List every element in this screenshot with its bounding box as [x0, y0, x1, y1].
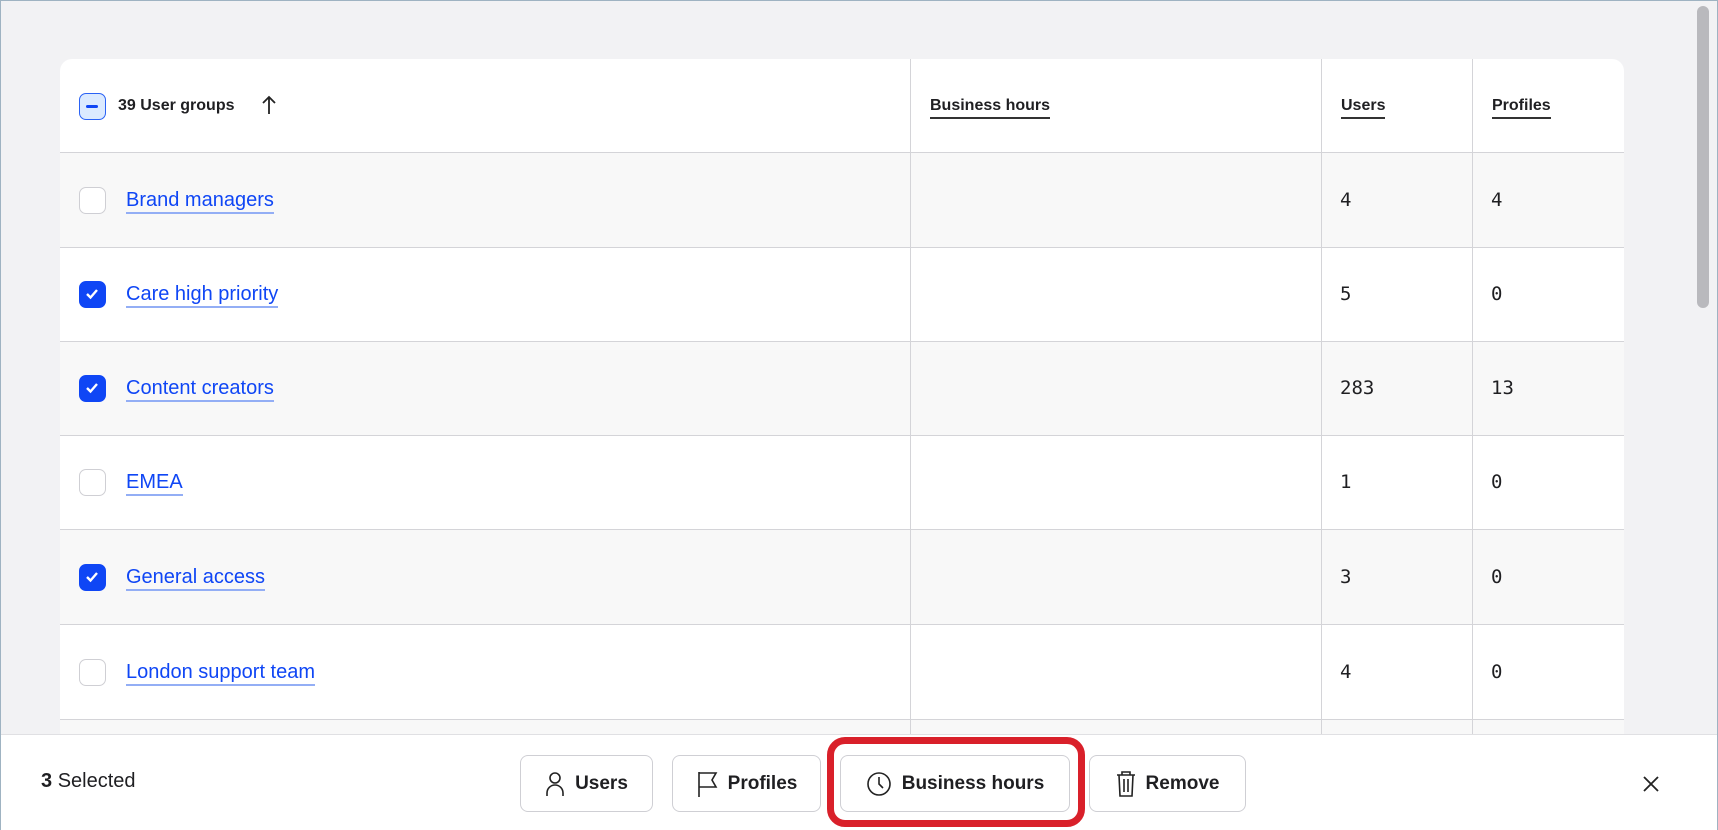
business-hours-button[interactable]: Business hours [840, 755, 1070, 812]
table-row: London support team 4 0 [60, 625, 1624, 720]
profiles-header[interactable]: Profiles [1492, 95, 1551, 119]
group-count-header[interactable]: 39 User groups [118, 97, 235, 114]
profiles-cell: 0 [1491, 661, 1503, 683]
arrow-up-icon[interactable] [261, 95, 277, 115]
profiles-button[interactable]: Profiles [672, 755, 821, 812]
highlight-annotation [827, 737, 1085, 827]
profiles-cell: 0 [1491, 566, 1503, 588]
group-name-link[interactable]: Brand managers [126, 188, 274, 214]
users-header[interactable]: Users [1341, 95, 1386, 119]
group-name-link[interactable]: General access [126, 565, 265, 591]
group-name-link[interactable]: Care high priority [126, 282, 279, 308]
table-row: EMEA 1 0 [60, 436, 1624, 530]
business-hours-header[interactable]: Business hours [930, 95, 1051, 119]
table-row: Care high priority 5 0 [60, 248, 1624, 342]
table-row: General access 3 0 [60, 530, 1624, 625]
clock-icon [866, 771, 891, 796]
table-row: Brand managers 4 4 [60, 153, 1624, 248]
user-icon [546, 771, 564, 796]
bulk-action-bar: 3 Selected Users Profiles Business hours… [1, 734, 1717, 830]
table-row: Content creators 283 13 [60, 342, 1624, 436]
group-name-link[interactable]: London support team [126, 660, 316, 686]
users-button[interactable]: Users [520, 755, 653, 812]
profiles-cell: 0 [1491, 471, 1503, 493]
row-checkbox[interactable] [79, 564, 106, 591]
close-icon[interactable] [1642, 775, 1660, 793]
remove-button[interactable]: Remove [1089, 755, 1246, 812]
select-all-checkbox[interactable] [79, 93, 106, 120]
profiles-cell: 13 [1491, 377, 1514, 399]
scrollbar[interactable] [1697, 6, 1709, 308]
table-header: 39 User groups Business hours Users Prof… [60, 59, 1624, 153]
flag-icon [697, 771, 718, 797]
selected-count: 3 Selected [41, 770, 136, 792]
row-checkbox[interactable] [79, 659, 106, 686]
trash-icon [1116, 770, 1135, 797]
user-groups-table: 39 User groups Business hours Users Prof… [60, 59, 1624, 759]
profiles-cell: 4 [1491, 189, 1503, 211]
row-checkbox[interactable] [79, 375, 106, 402]
users-cell: 283 [1340, 377, 1375, 399]
row-checkbox[interactable] [79, 469, 106, 496]
users-cell: 3 [1340, 566, 1352, 588]
users-cell: 4 [1340, 189, 1352, 211]
profiles-cell: 0 [1491, 283, 1503, 305]
users-cell: 4 [1340, 661, 1352, 683]
group-name-link[interactable]: Content creators [126, 376, 274, 402]
row-checkbox[interactable] [79, 281, 106, 308]
users-cell: 1 [1340, 471, 1352, 493]
row-checkbox[interactable] [79, 187, 106, 214]
group-name-link[interactable]: EMEA [126, 470, 183, 496]
users-cell: 5 [1340, 283, 1352, 305]
